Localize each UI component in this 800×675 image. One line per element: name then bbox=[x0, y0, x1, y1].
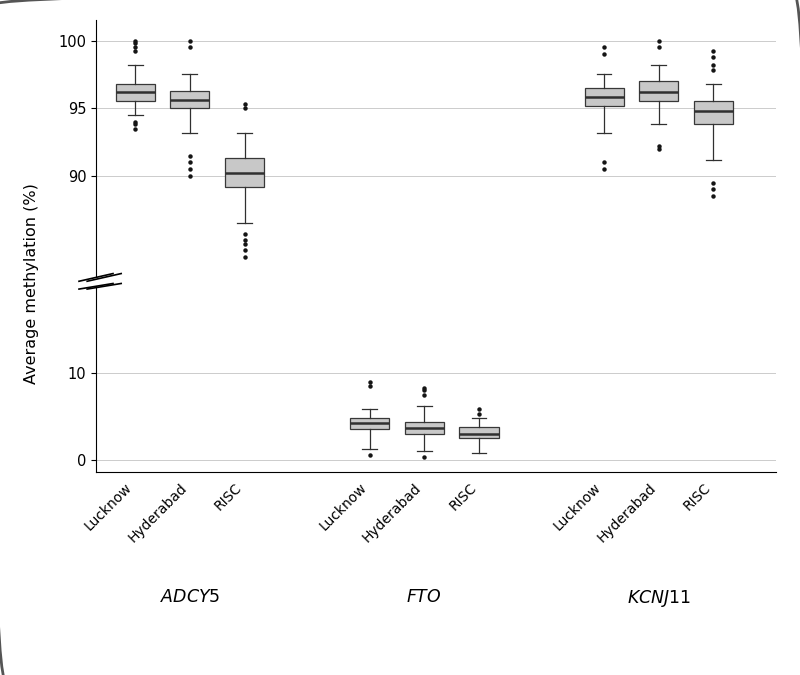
Bar bbox=[405, 423, 444, 433]
Bar bbox=[350, 418, 389, 429]
Text: RISC: RISC bbox=[212, 481, 245, 514]
Bar bbox=[694, 101, 733, 124]
Text: $\mathit{FTO}$: $\mathit{FTO}$ bbox=[406, 588, 442, 606]
Text: RISC: RISC bbox=[681, 481, 714, 514]
Text: Hyderabad: Hyderabad bbox=[594, 481, 658, 545]
Text: Average methylation (%): Average methylation (%) bbox=[25, 183, 39, 384]
Text: Lucknow: Lucknow bbox=[82, 481, 135, 534]
Text: Hyderabad: Hyderabad bbox=[126, 481, 190, 545]
Text: Hyderabad: Hyderabad bbox=[360, 481, 424, 545]
Text: $\mathit{KCNJ11}$: $\mathit{KCNJ11}$ bbox=[626, 588, 690, 609]
Bar bbox=[639, 81, 678, 101]
Bar bbox=[225, 159, 264, 187]
Text: $\mathit{ADCY5}$: $\mathit{ADCY5}$ bbox=[159, 588, 220, 606]
Text: Lucknow: Lucknow bbox=[551, 481, 604, 534]
Bar bbox=[115, 84, 154, 101]
Bar bbox=[459, 427, 498, 438]
Text: Lucknow: Lucknow bbox=[317, 481, 370, 534]
Text: RISC: RISC bbox=[446, 481, 479, 514]
Bar bbox=[170, 90, 210, 108]
Bar bbox=[585, 88, 623, 105]
